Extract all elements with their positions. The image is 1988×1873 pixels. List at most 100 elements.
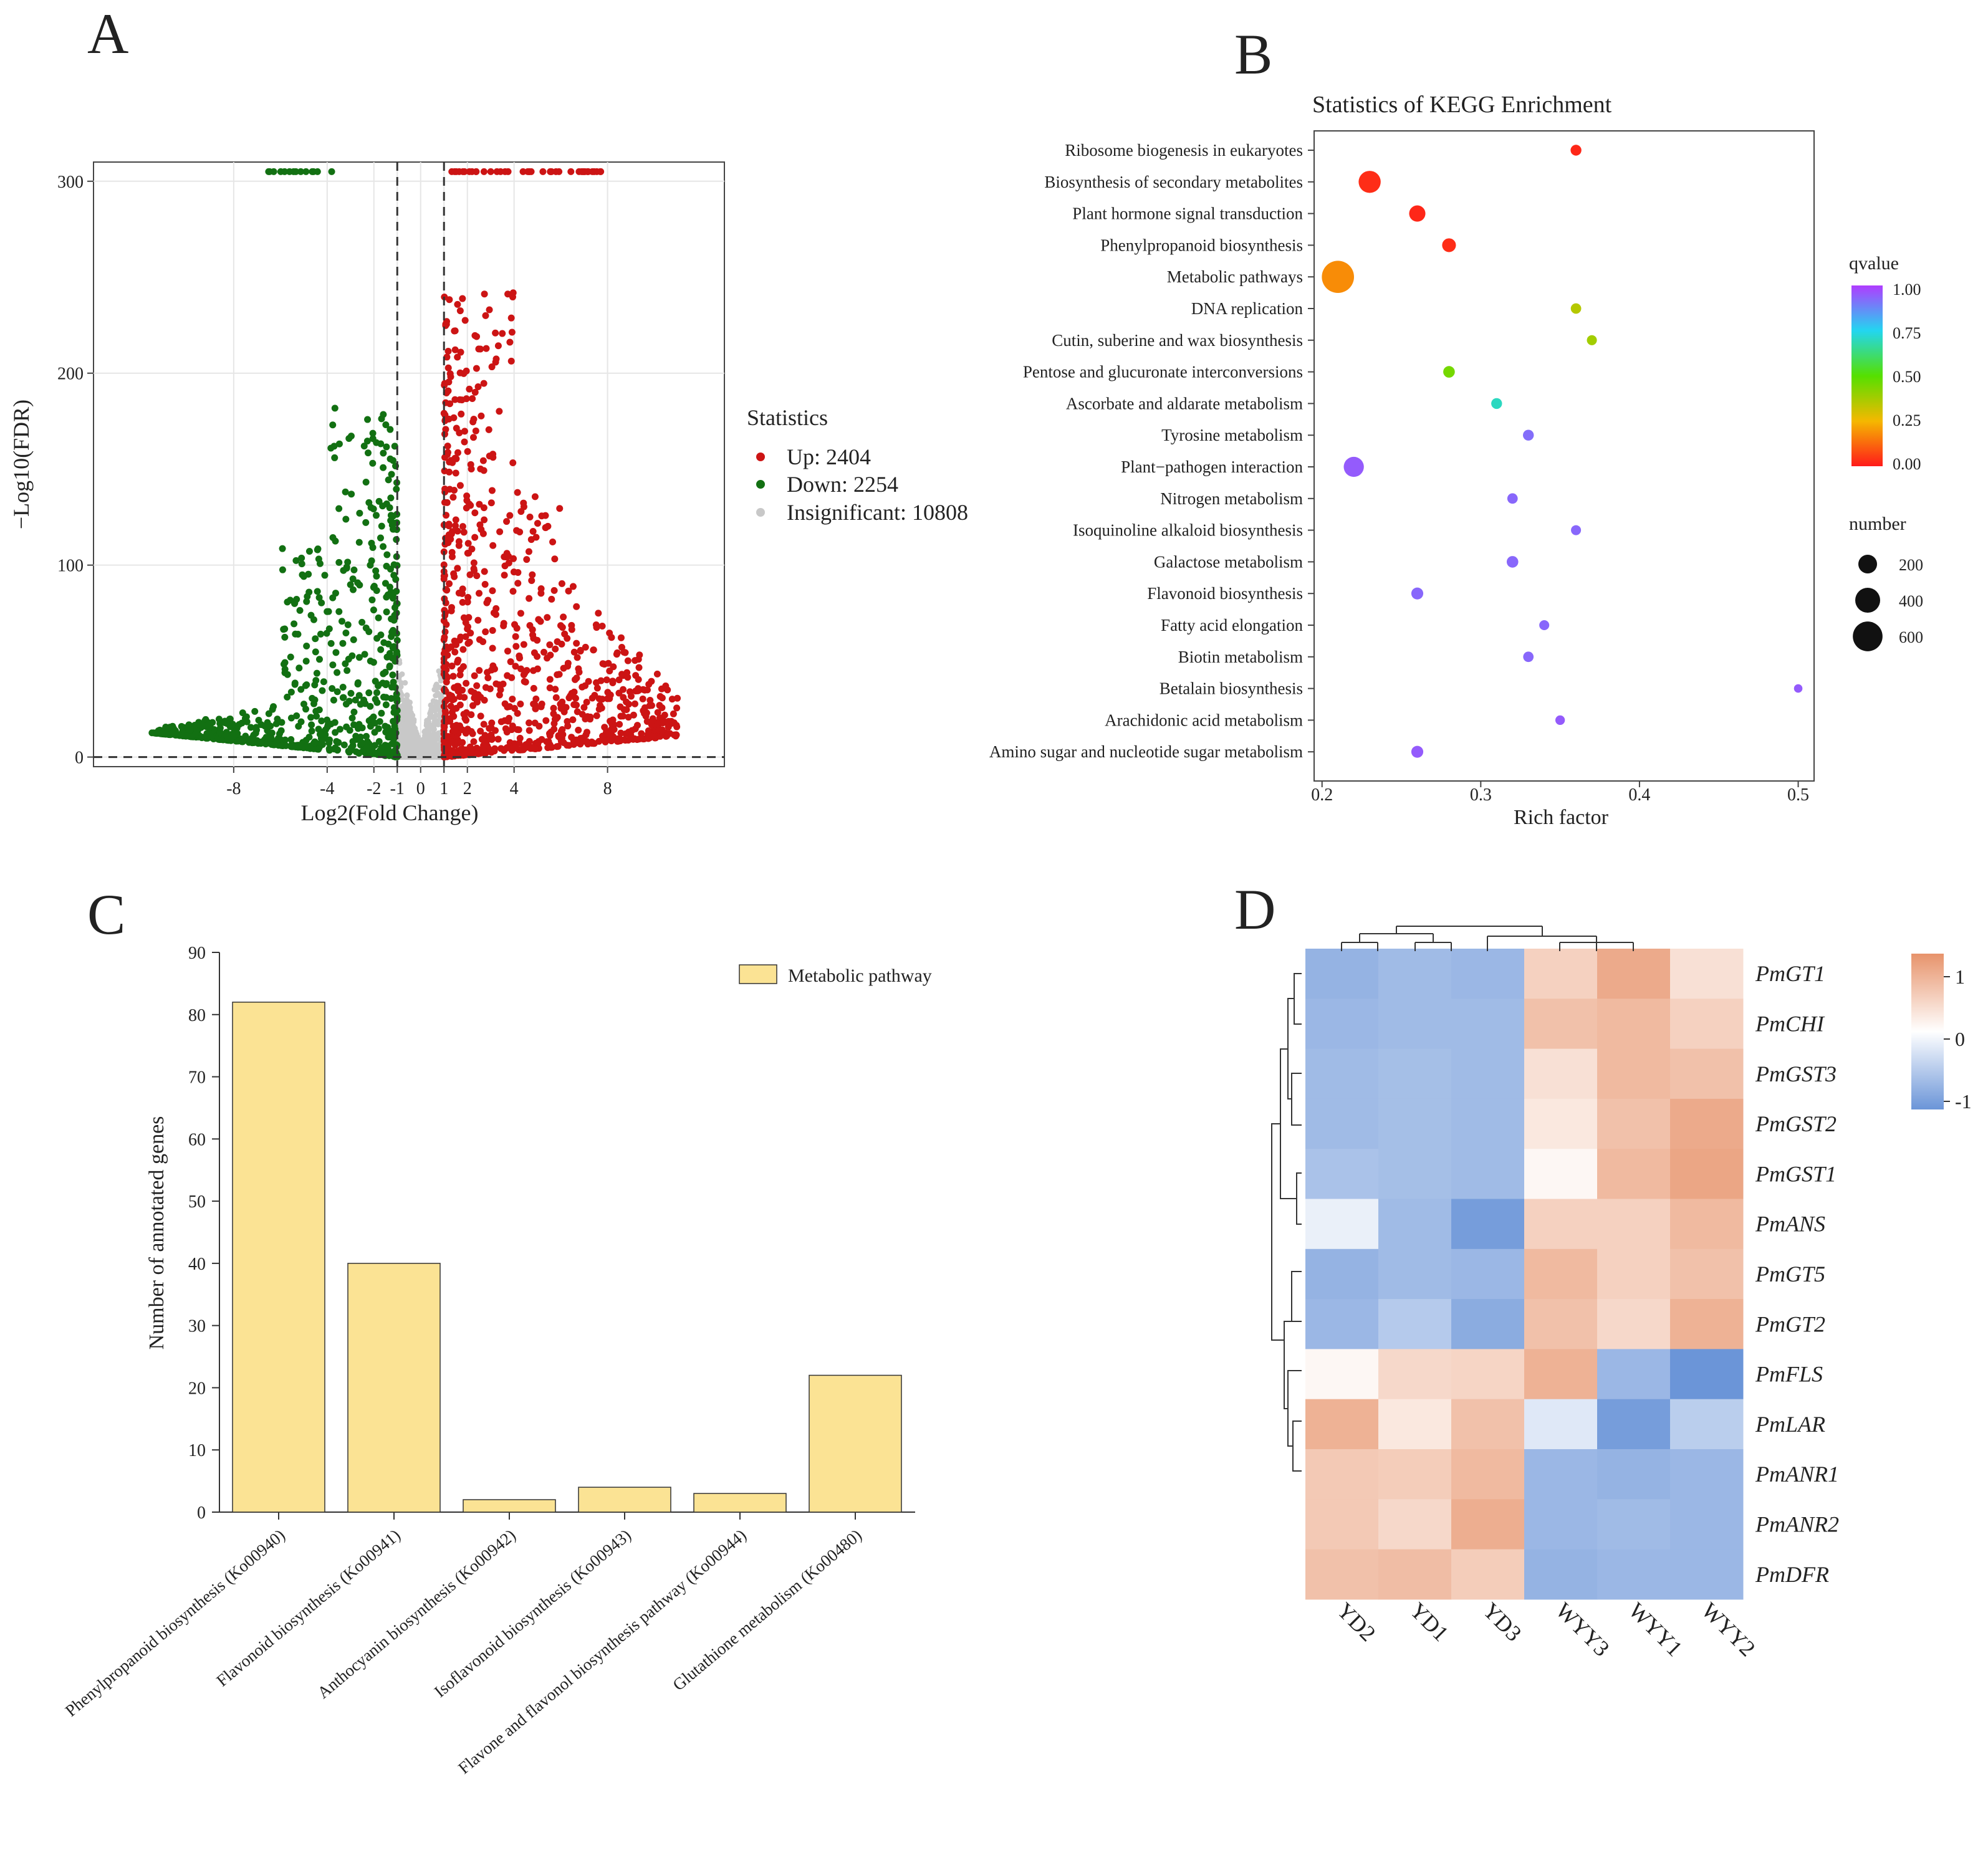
kegg-x-tick-label: 0.2 xyxy=(1311,785,1333,805)
bar-y-tick-label: 90 xyxy=(188,944,206,963)
volcano-point-up xyxy=(454,683,462,690)
volcano-point-down xyxy=(291,681,299,688)
legend-up-label: Up: 2404 xyxy=(787,444,871,469)
heatmap-row-label: PmANR2 xyxy=(1755,1511,1839,1536)
volcano-point-down xyxy=(183,732,190,740)
volcano-point-down xyxy=(344,621,352,628)
volcano-point-up xyxy=(460,711,468,718)
volcano-point-down xyxy=(317,630,324,638)
kegg-category-label: Plant hormone signal transduction xyxy=(1072,204,1303,223)
volcano-point-up xyxy=(447,702,454,710)
volcano-point-up xyxy=(638,730,645,737)
volcano-point-down xyxy=(302,742,310,750)
volcano-point-up xyxy=(486,306,493,314)
volcano-point-down xyxy=(308,721,315,729)
volcano-point-down xyxy=(355,721,363,728)
volcano-point-down xyxy=(297,168,304,175)
volcano-point-up xyxy=(526,719,533,727)
volcano-point-up xyxy=(464,448,471,455)
volcano-point-up xyxy=(481,581,489,588)
volcano-point-up xyxy=(519,168,527,175)
heatmap-cell xyxy=(1597,949,1671,999)
volcano-point-up xyxy=(456,307,464,315)
heatmap-cell xyxy=(1305,1299,1379,1349)
volcano-point-down xyxy=(296,606,304,614)
heatmap-cell xyxy=(1524,999,1598,1050)
volcano-point-insignificant xyxy=(422,743,428,749)
volcano-point-down xyxy=(385,476,392,484)
volcano-point-down xyxy=(336,726,343,733)
heatmap-cell xyxy=(1451,949,1525,999)
volcano-point-up xyxy=(480,747,487,755)
volcano-point-down xyxy=(373,572,380,580)
heatmap-row-label: PmANR1 xyxy=(1755,1462,1839,1487)
volcano-point-up xyxy=(618,643,625,651)
volcano-point-up xyxy=(564,722,572,730)
volcano-point-down xyxy=(289,743,296,750)
volcano-point-down xyxy=(347,689,355,697)
volcano-point-up xyxy=(508,674,516,681)
volcano-point-up xyxy=(506,714,513,722)
volcano-point-down xyxy=(372,696,379,703)
volcano-point-up xyxy=(461,428,468,435)
volcano-point-down xyxy=(386,504,393,512)
volcano-point-down xyxy=(332,729,339,736)
volcano-point-down xyxy=(355,692,363,699)
volcano-point-down xyxy=(382,669,389,676)
volcano-point-up xyxy=(623,669,631,676)
volcano-point-up xyxy=(535,738,542,745)
volcano-point-up xyxy=(540,648,548,656)
volcano-point-up xyxy=(539,168,547,175)
volcano-point-up xyxy=(547,744,555,751)
volcano-point-down xyxy=(370,606,377,614)
volcano-point-down xyxy=(329,685,336,692)
volcano-point-up xyxy=(468,545,476,553)
volcano-point-down xyxy=(309,168,316,175)
volcano-point-down xyxy=(368,596,376,603)
volcano-point-up xyxy=(609,678,617,685)
heatmap-cell xyxy=(1451,1248,1525,1300)
heatmap-cell xyxy=(1597,1149,1671,1199)
volcano-point-up xyxy=(615,676,623,684)
volcano-point-down xyxy=(335,558,343,566)
volcano-point-insignificant xyxy=(400,702,406,708)
volcano-point-insignificant xyxy=(428,744,435,750)
heatmap-cell xyxy=(1670,999,1744,1050)
volcano-point-down xyxy=(386,663,393,671)
volcano-point-up xyxy=(440,561,448,568)
volcano-point-down xyxy=(362,478,370,486)
bar xyxy=(463,1499,556,1513)
volcano-point-down xyxy=(355,654,363,661)
volcano-point-up xyxy=(501,572,508,579)
volcano-point-insignificant xyxy=(425,722,431,728)
volcano-point-up xyxy=(459,585,466,593)
volcano-point-up xyxy=(466,168,473,175)
volcano-point-down xyxy=(298,554,305,562)
volcano-point-up xyxy=(508,328,516,336)
volcano-point-up xyxy=(509,588,517,595)
volcano-point-up xyxy=(450,696,458,703)
volcano-point-insignificant xyxy=(429,704,435,710)
kegg-category-label: Ribosome biogenesis in eukaryotes xyxy=(1065,141,1303,160)
volcano-point-up xyxy=(548,595,555,603)
volcano-point-up xyxy=(550,704,557,712)
volcano-point-down xyxy=(380,543,387,550)
volcano-y-tick-label: 0 xyxy=(75,749,84,768)
volcano-point-up xyxy=(466,571,474,578)
volcano-point-up xyxy=(476,667,483,674)
volcano-point-up xyxy=(445,468,453,476)
volcano-point-up xyxy=(530,684,537,692)
volcano-point-up xyxy=(529,571,536,578)
volcano-point-down xyxy=(192,731,199,738)
volcano-point-up xyxy=(494,735,502,743)
volcano-point-insignificant xyxy=(433,734,439,740)
volcano-point-up xyxy=(601,724,608,731)
volcano-point-up xyxy=(656,702,663,709)
kegg-point xyxy=(1570,303,1582,314)
volcano-point-down xyxy=(363,438,371,445)
volcano-point-down xyxy=(364,416,372,423)
volcano-point-up xyxy=(588,694,596,702)
heatmap-scale: 1 0 -1 xyxy=(1911,954,1972,1113)
qvalue-legend-title: qvalue xyxy=(1849,253,1899,274)
volcano-point-up xyxy=(441,417,449,424)
